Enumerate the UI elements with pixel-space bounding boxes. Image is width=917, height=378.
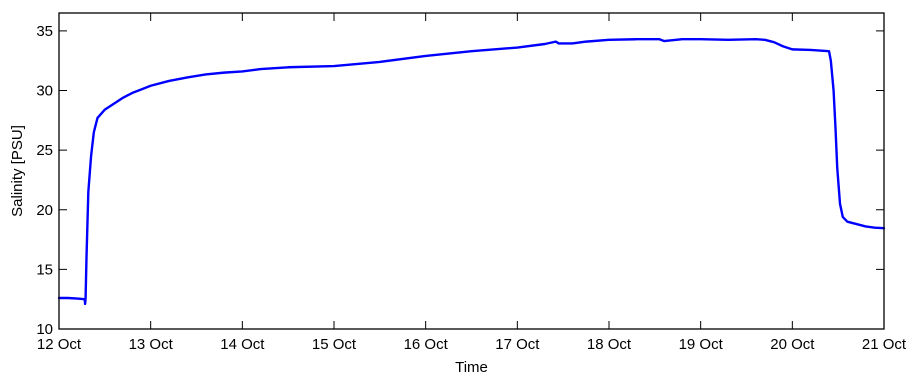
x-tick-label: 12 Oct (37, 336, 82, 353)
y-tick-label: 20 (36, 202, 53, 219)
x-tick-label: 17 Oct (495, 336, 540, 353)
x-tick-label: 15 Oct (312, 336, 357, 353)
x-tick-label: 20 Oct (770, 336, 815, 353)
x-axis-label: Time (455, 359, 488, 376)
y-axis-label: Salinity [PSU] (9, 125, 26, 217)
x-tick-label: 13 Oct (129, 336, 174, 353)
y-tick-label: 25 (36, 142, 53, 159)
y-tick-label: 10 (36, 321, 53, 338)
y-tick-label: 15 (36, 261, 53, 278)
plot-area (59, 13, 884, 329)
salinity-line (57, 38, 886, 306)
data-layer (57, 38, 886, 306)
y-tick-label: 35 (36, 23, 53, 40)
plot-frame (58, 12, 885, 330)
x-tick-label: 16 Oct (404, 336, 449, 353)
x-tick-label: 19 Oct (679, 336, 724, 353)
x-tick-label: 21 Oct (862, 336, 907, 353)
y-tick-label: 30 (36, 83, 53, 100)
x-tick-label: 18 Oct (587, 336, 632, 353)
label-layer: 12 Oct 13 Oct 14 Oct 15 Oct 16 Oct 17 Oct 18 O… (36, 23, 907, 353)
x-tick-label: 14 Oct (220, 336, 265, 353)
